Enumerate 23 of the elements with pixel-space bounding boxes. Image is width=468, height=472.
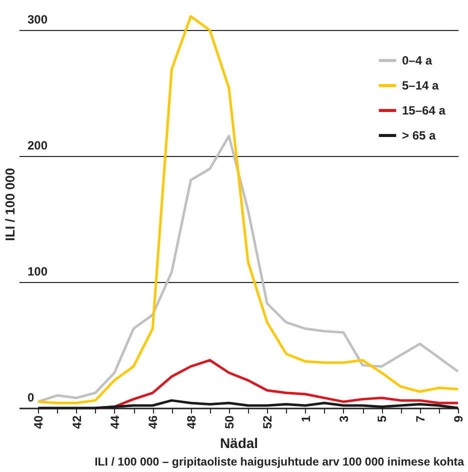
legend-label: 0–4 a xyxy=(402,54,432,68)
x-axis-title: Nädal xyxy=(220,434,258,451)
legend-label: 5–14 a xyxy=(402,78,440,92)
y-tick-label: 200 xyxy=(28,138,48,153)
x-tick-label: 9 xyxy=(452,415,466,422)
x-tick-label: 40 xyxy=(32,415,46,429)
x-tick-label: 50 xyxy=(222,415,236,429)
x-tick-label: 42 xyxy=(70,415,84,429)
x-tick-label: 52 xyxy=(260,415,275,429)
y-tick-label: 0 xyxy=(28,390,34,404)
legend-label: > 65 a xyxy=(402,128,436,142)
y-axis-title: ILI / 100 000 xyxy=(2,168,18,241)
x-tick-label: 3 xyxy=(336,415,351,422)
x-tick-label: 46 xyxy=(146,415,160,429)
x-tick-label: 7 xyxy=(413,415,428,422)
x-tick-label: 5 xyxy=(375,415,390,422)
x-tick-label: 44 xyxy=(108,415,122,429)
legend-label: 15–64 a xyxy=(402,104,446,118)
text: ILI / 100 000 – gripitaoliste haigusjuhtude arv 100 000 inimese kohta xyxy=(94,456,465,468)
x-tick-label: 48 xyxy=(184,415,198,429)
x-tick-label: 1 xyxy=(298,415,313,422)
y-tick-label: 100 xyxy=(28,264,48,279)
y-tick-label: 300 xyxy=(28,12,48,27)
